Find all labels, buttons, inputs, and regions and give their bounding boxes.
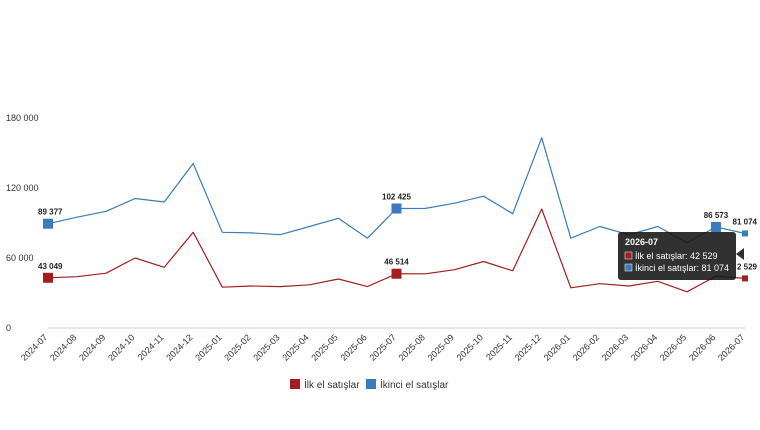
x-tick-label: 2024-11 bbox=[136, 332, 166, 362]
y-tick-label: 120 000 bbox=[6, 183, 39, 193]
y-tick-label: 180 000 bbox=[6, 113, 39, 123]
x-tick-label: 2025-05 bbox=[309, 332, 339, 362]
data-point-marker[interactable] bbox=[391, 203, 402, 214]
x-tick-label: 2025-09 bbox=[426, 332, 456, 362]
series-line-ikinci-el bbox=[47, 137, 746, 244]
x-tick-label: 2025-08 bbox=[397, 332, 427, 362]
x-tick-label: 2026-06 bbox=[687, 332, 717, 362]
x-tick-label: 2025-12 bbox=[513, 332, 543, 362]
data-point-marker[interactable] bbox=[43, 218, 53, 229]
data-label: 89 377 bbox=[38, 208, 63, 217]
data-label: 43 049 bbox=[38, 262, 63, 271]
x-tick-label: 2026-03 bbox=[600, 332, 630, 362]
data-label: 86 573 bbox=[704, 211, 729, 220]
tooltip-swatch bbox=[624, 263, 633, 272]
x-tick-label: 2026-07 bbox=[716, 332, 746, 362]
x-tick-label: 2025-02 bbox=[222, 332, 252, 362]
data-label: 46 514 bbox=[384, 258, 409, 267]
tooltip-line: İlk el satışlar: 42 529 bbox=[635, 251, 718, 261]
legend-swatch[interactable] bbox=[290, 379, 300, 389]
x-tick-label: 2025-04 bbox=[280, 332, 310, 362]
legend-label[interactable]: İkinci el satışlar bbox=[380, 378, 449, 391]
data-point-marker[interactable] bbox=[391, 268, 402, 279]
x-tick-label: 2024-08 bbox=[48, 332, 78, 362]
x-tick-label: 2025-03 bbox=[251, 332, 281, 362]
x-tick-label: 2026-02 bbox=[571, 332, 601, 362]
tooltip-box bbox=[618, 232, 736, 280]
data-point-marker[interactable] bbox=[742, 230, 748, 237]
x-tick-label: 2025-10 bbox=[455, 332, 485, 362]
legend-swatch[interactable] bbox=[366, 379, 376, 389]
data-point-marker[interactable] bbox=[742, 275, 748, 282]
x-tick-label: 2024-07 bbox=[19, 332, 49, 362]
y-tick-label: 60 000 bbox=[6, 253, 34, 263]
data-label: 2 529 bbox=[737, 262, 758, 271]
x-tick-label: 2025-11 bbox=[484, 332, 514, 362]
x-tick-label: 2026-05 bbox=[658, 332, 688, 362]
data-label: 102 425 bbox=[382, 193, 411, 202]
data-label: 81 074 bbox=[733, 217, 758, 226]
tooltip-line: İkinci el satışlar: 81 074 bbox=[635, 263, 729, 273]
x-tick-label: 2025-06 bbox=[338, 332, 368, 362]
data-point-marker[interactable] bbox=[710, 221, 721, 232]
tooltip-title: 2026-07 bbox=[625, 237, 658, 247]
y-tick-label: 0 bbox=[6, 323, 11, 333]
x-tick-label: 2025-07 bbox=[367, 332, 397, 362]
x-tick-label: 2026-04 bbox=[629, 332, 659, 362]
x-tick-label: 2024-10 bbox=[106, 332, 136, 362]
tooltip-swatch bbox=[624, 251, 633, 260]
x-tick-label: 2024-12 bbox=[164, 332, 194, 362]
legend-label[interactable]: İlk el satışlar bbox=[304, 378, 360, 391]
x-tick-label: 2026-01 bbox=[542, 332, 572, 362]
x-tick-label: 2025-01 bbox=[193, 332, 223, 362]
x-tick-label: 2024-09 bbox=[77, 332, 107, 362]
data-point-marker[interactable] bbox=[43, 272, 53, 283]
tooltip-pointer bbox=[736, 248, 744, 260]
